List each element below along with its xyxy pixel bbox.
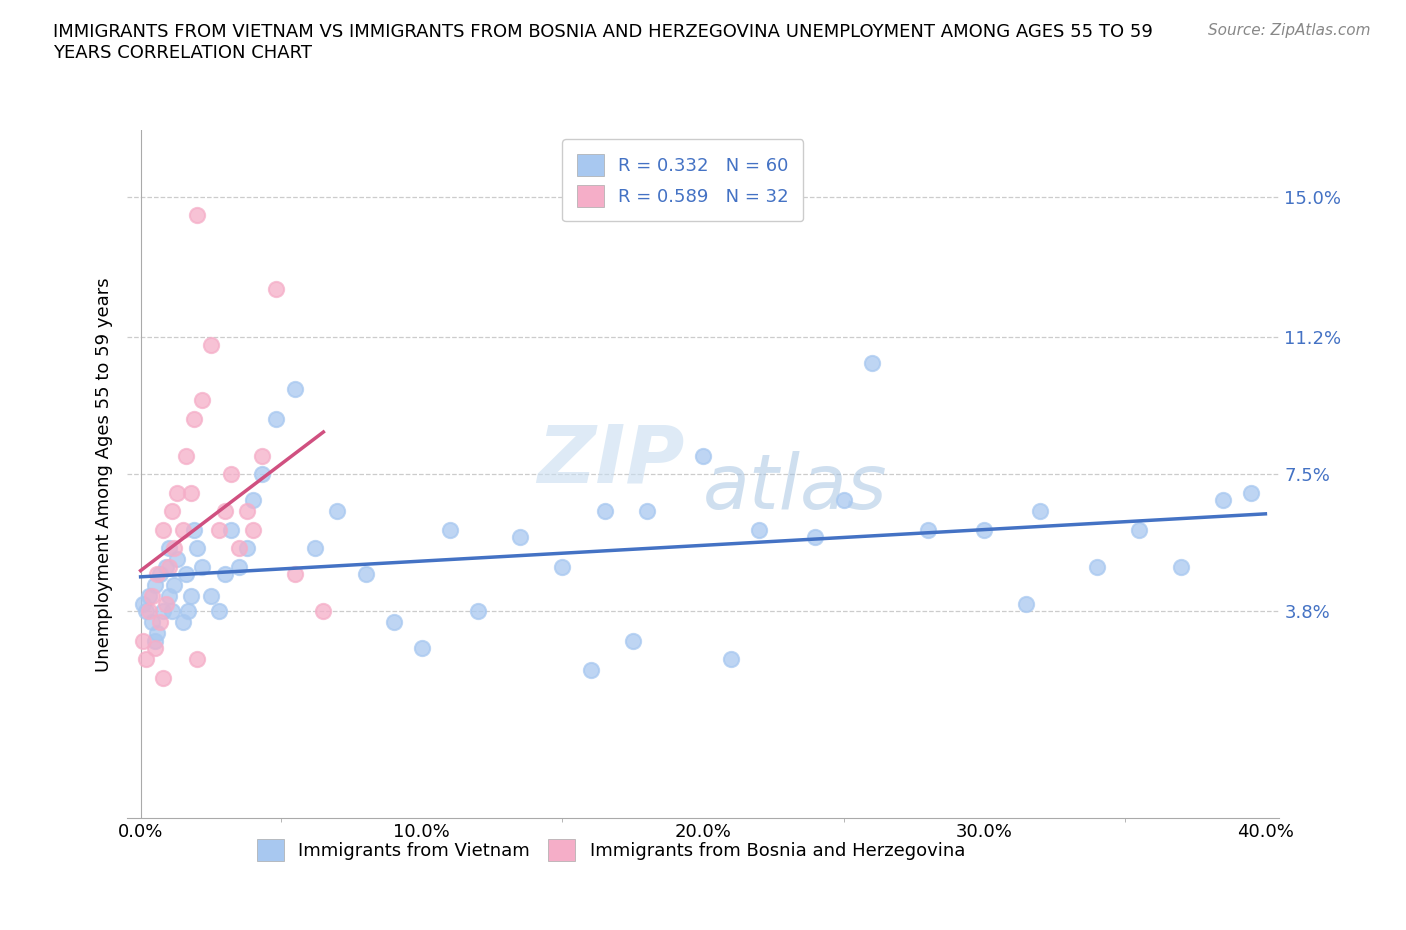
Point	[152, 671, 174, 685]
Point	[579, 663, 602, 678]
Point	[509, 530, 531, 545]
Point	[155, 596, 177, 611]
Point	[183, 523, 205, 538]
Point	[157, 589, 180, 604]
Point	[242, 523, 264, 538]
Text: IMMIGRANTS FROM VIETNAM VS IMMIGRANTS FROM BOSNIA AND HERZEGOVINA UNEMPLOYMENT A: IMMIGRANTS FROM VIETNAM VS IMMIGRANTS FR…	[53, 23, 1153, 62]
Point	[748, 523, 770, 538]
Point	[250, 467, 273, 482]
Point	[177, 604, 200, 618]
Point	[149, 615, 172, 630]
Point	[236, 541, 259, 556]
Point	[160, 504, 183, 519]
Point	[228, 559, 250, 574]
Point	[214, 566, 236, 581]
Point	[166, 552, 188, 567]
Point	[264, 282, 287, 297]
Point	[636, 504, 658, 519]
Point	[917, 523, 939, 538]
Point	[692, 448, 714, 463]
Point	[236, 504, 259, 519]
Point	[304, 541, 326, 556]
Point	[141, 589, 163, 604]
Point	[186, 208, 208, 223]
Point	[166, 485, 188, 500]
Point	[135, 652, 157, 667]
Point	[250, 448, 273, 463]
Point	[191, 392, 214, 407]
Point	[439, 523, 461, 538]
Point	[143, 578, 166, 592]
Point	[132, 596, 155, 611]
Point	[138, 589, 160, 604]
Point	[1240, 485, 1263, 500]
Point	[804, 530, 827, 545]
Point	[208, 604, 231, 618]
Point	[208, 523, 231, 538]
Point	[832, 493, 855, 508]
Point	[163, 578, 186, 592]
Point	[200, 338, 222, 352]
Point	[183, 411, 205, 426]
Text: Source: ZipAtlas.com: Source: ZipAtlas.com	[1208, 23, 1371, 38]
Point	[200, 589, 222, 604]
Point	[219, 523, 242, 538]
Point	[382, 615, 405, 630]
Point	[146, 626, 169, 641]
Point	[973, 523, 995, 538]
Point	[326, 504, 349, 519]
Point	[143, 633, 166, 648]
Point	[551, 559, 574, 574]
Point	[264, 411, 287, 426]
Point	[180, 589, 202, 604]
Point	[135, 604, 157, 618]
Point	[186, 541, 208, 556]
Point	[214, 504, 236, 519]
Point	[174, 566, 197, 581]
Point	[152, 523, 174, 538]
Point	[860, 356, 883, 371]
Y-axis label: Unemployment Among Ages 55 to 59 years: Unemployment Among Ages 55 to 59 years	[94, 277, 112, 671]
Point	[1170, 559, 1192, 574]
Point	[1085, 559, 1108, 574]
Text: atlas: atlas	[703, 451, 887, 525]
Point	[152, 604, 174, 618]
Point	[132, 633, 155, 648]
Point	[143, 641, 166, 656]
Point	[467, 604, 489, 618]
Point	[1029, 504, 1052, 519]
Point	[621, 633, 644, 648]
Point	[191, 559, 214, 574]
Point	[157, 559, 180, 574]
Point	[155, 559, 177, 574]
Point	[1128, 523, 1150, 538]
Point	[219, 467, 242, 482]
Point	[172, 615, 194, 630]
Point	[163, 541, 186, 556]
Point	[228, 541, 250, 556]
Point	[138, 604, 160, 618]
Point	[1212, 493, 1234, 508]
Point	[312, 604, 335, 618]
Point	[284, 381, 307, 396]
Point	[172, 523, 194, 538]
Point	[284, 566, 307, 581]
Point	[186, 652, 208, 667]
Point	[411, 641, 433, 656]
Point	[242, 493, 264, 508]
Point	[141, 615, 163, 630]
Point	[593, 504, 616, 519]
Point	[720, 652, 742, 667]
Legend: Immigrants from Vietnam, Immigrants from Bosnia and Herzegovina: Immigrants from Vietnam, Immigrants from…	[249, 831, 972, 868]
Point	[1015, 596, 1038, 611]
Point	[149, 566, 172, 581]
Point	[146, 566, 169, 581]
Text: ZIP: ZIP	[537, 421, 685, 499]
Point	[354, 566, 377, 581]
Point	[160, 604, 183, 618]
Point	[180, 485, 202, 500]
Point	[174, 448, 197, 463]
Point	[157, 541, 180, 556]
